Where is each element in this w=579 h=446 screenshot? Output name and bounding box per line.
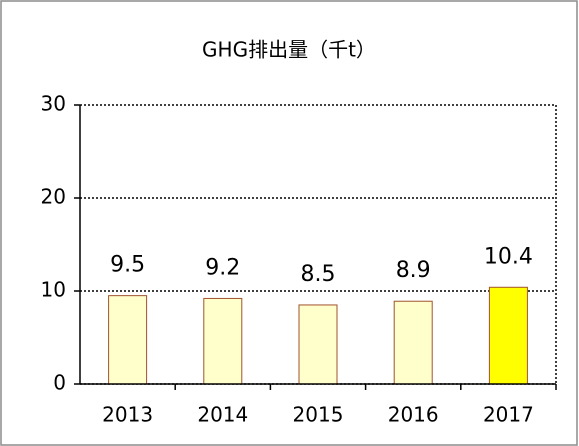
data-label: 8.9 (396, 258, 431, 283)
y-tick-label: 20 (41, 185, 66, 209)
data-label: 9.5 (110, 253, 145, 278)
data-label: 9.2 (205, 255, 240, 280)
bar (203, 297, 243, 385)
data-label: 8.5 (301, 262, 336, 287)
y-tick-label: 30 (41, 92, 66, 116)
bar (108, 295, 148, 385)
x-tick-label: 2014 (197, 403, 248, 427)
x-tick-label: 2013 (102, 403, 153, 427)
chart-title: GHG排出量（千t） (202, 38, 376, 62)
data-label: 10.4 (484, 244, 533, 269)
bar (393, 300, 433, 385)
bar (488, 286, 528, 385)
y-tick-label: 10 (41, 278, 66, 302)
y-tick-label: 0 (53, 371, 66, 395)
x-tick-label: 2016 (388, 403, 439, 427)
bar (298, 304, 338, 385)
x-tick-label: 2015 (293, 403, 344, 427)
x-tick-label: 2017 (483, 403, 534, 427)
